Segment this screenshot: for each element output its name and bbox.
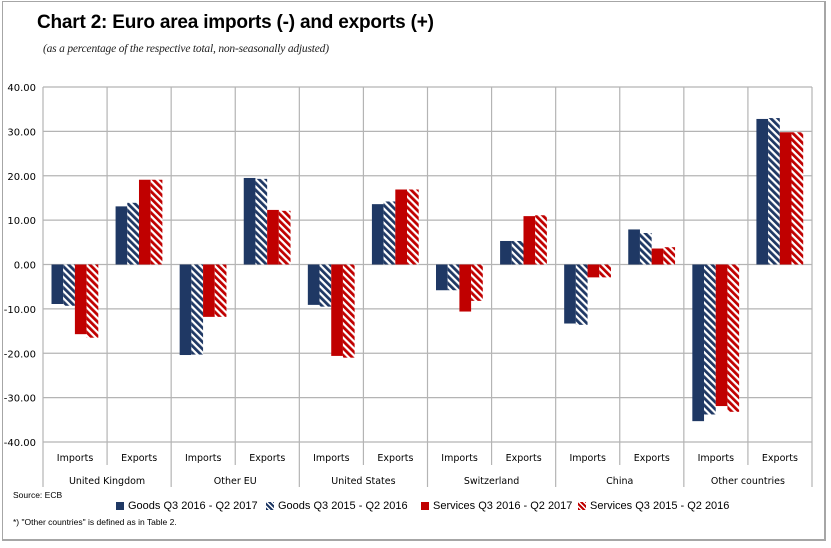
bar-services-previous [86,264,99,338]
chart-frame [2,1,826,541]
legend-label: Goods Q3 2015 - Q2 2016 [278,500,408,512]
bar-goods-previous [704,264,716,415]
bar-goods-previous [63,264,75,306]
bar-services-current [779,132,792,265]
bar-goods-previous [127,202,139,265]
bar-services-previous [727,264,740,412]
bar-services-current [138,179,151,265]
legend-swatch-solid-navy-icon [116,502,124,510]
bar-services-previous [791,132,804,265]
bar-goods-previous [575,264,588,325]
bar-services-previous [535,215,547,265]
bar-services-previous [150,179,163,265]
legend-item-services-current: Services Q3 2016 - Q2 2017 [421,500,572,512]
bar-services-current [74,264,87,335]
bar-services-previous [214,264,227,317]
x-tick-label: Imports [441,453,478,464]
bar-goods-current [500,240,512,265]
bar-services-current [331,264,343,356]
bar-goods-current [179,264,192,356]
chart-subtitle: (as a percentage of the respective total… [43,43,329,55]
bar-services-current [587,264,600,278]
bar-goods-current [756,118,769,265]
legend-label: Services Q3 2016 - Q2 2017 [433,500,573,512]
legend: Goods Q3 2016 - Q2 2017 Goods Q3 2015 - … [0,500,831,516]
legend-label: Goods Q3 2016 - Q2 2017 [128,500,258,512]
y-tick-label: 40.00 [7,83,36,94]
legend-swatch-hatched-navy-icon [266,502,274,510]
bar-goods-current [628,229,640,265]
bar-services-previous [599,264,611,278]
legend-item-goods-current: Goods Q3 2016 - Q2 2017 [116,500,258,512]
bar-services-current [203,264,215,317]
x-group-label: Other EU [214,476,257,487]
bar-goods-previous [383,201,396,265]
bar-services-previous [407,189,419,265]
bar-goods-current [307,264,320,305]
y-tick-label: 20.00 [7,172,36,183]
bar-goods-current [436,264,448,291]
footnote: *) "Other countries" is defined as in Ta… [13,517,177,527]
legend-swatch-solid-red-icon [421,502,429,510]
bar-services-previous [471,264,483,301]
bar-goods-current [371,204,384,265]
bar-goods-previous [191,264,204,355]
bars [51,118,804,422]
x-tick-label: Imports [185,453,222,464]
bar-services-previous [278,210,291,265]
x-group-label: China [606,476,633,487]
x-tick-label: Imports [569,453,606,464]
x-group-label: Other countries [711,476,785,487]
x-axis: Imports Exports Imports Exports Imports Expor… [42,442,813,487]
x-tick-label: Exports [506,453,542,464]
legend-item-goods-previous: Goods Q3 2015 - Q2 2016 [266,500,408,512]
x-tick-label: Exports [121,453,157,464]
bar-goods-current [51,264,64,304]
y-tick-label: 0.00 [14,261,36,272]
x-tick-label: Exports [249,453,285,464]
x-group-label: United States [331,476,395,487]
bar-goods-previous [768,118,780,265]
bar-services-current [651,248,664,265]
bar-services-current [267,209,279,265]
x-group-label: Switzerland [464,476,519,487]
bar-goods-previous [319,264,332,307]
bar-goods-previous [639,232,652,265]
bar-goods-current [115,206,128,265]
bar-services-current [395,189,408,265]
x-tick-label: Exports [762,453,798,464]
y-tick-label: -20.00 [4,349,36,360]
bar-services-current [523,216,536,265]
chart-title: Chart 2: Euro area imports (-) and expor… [37,12,434,33]
x-tick-label: Exports [634,453,670,464]
x-tick-label: Imports [57,453,94,464]
x-group-label: United Kingdom [69,476,145,487]
bar-goods-current [692,264,705,422]
x-tick-label: Imports [313,453,350,464]
y-axis-ticks: 40.00 30.00 20.00 10.00 0.00 -10.00 -20.00 -30.… [4,83,36,449]
source-label: Source: ECB [13,490,63,500]
bar-goods-previous [447,264,460,291]
legend-label: Services Q3 2015 - Q2 2016 [590,500,730,512]
bar-services-previous [663,247,676,265]
bar-goods-current [564,264,576,324]
bar-goods-previous [511,240,524,265]
y-tick-label: 10.00 [7,216,36,227]
bar-services-current [715,264,728,407]
bar-goods-previous [255,178,268,265]
legend-item-services-previous: Services Q3 2015 - Q2 2016 [578,500,729,512]
x-tick-label: Imports [698,453,735,464]
bar-goods-current [243,177,256,265]
y-tick-label: -10.00 [4,305,36,316]
bar-services-previous [342,264,355,358]
y-tick-label: 30.00 [7,127,36,138]
x-tick-label: Exports [377,453,413,464]
y-tick-label: -30.00 [4,394,36,405]
legend-swatch-hatched-red-icon [578,502,586,510]
y-tick-label: -40.00 [4,438,36,449]
bar-services-current [459,264,472,312]
